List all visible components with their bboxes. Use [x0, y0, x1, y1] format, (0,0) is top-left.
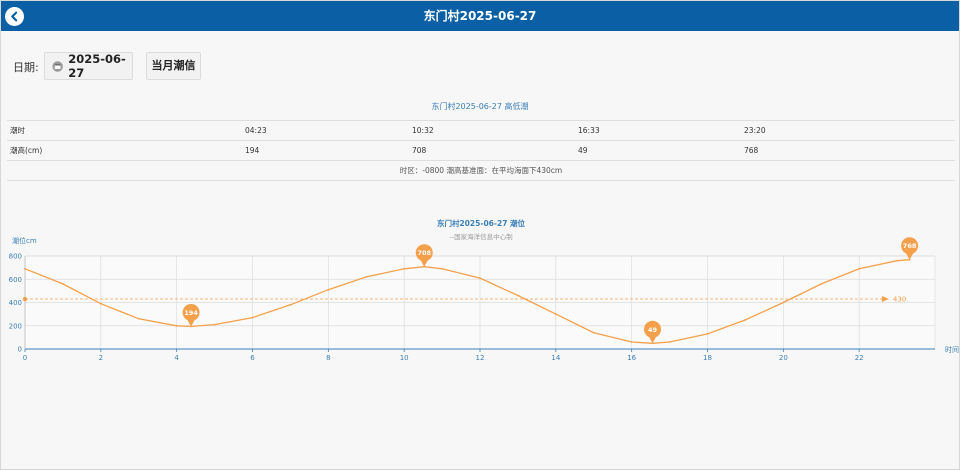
x-axis-label: 时间 — [945, 345, 959, 354]
data-point — [592, 331, 595, 334]
date-picker-button[interactable]: 2025-06-27 — [44, 52, 133, 80]
marker-label: 49 — [648, 326, 658, 334]
chart-series: 430 — [22, 258, 911, 345]
data-point — [706, 332, 709, 335]
marker-pin — [901, 237, 919, 255]
table-cell: 49 — [575, 140, 741, 161]
data-point — [896, 259, 898, 262]
x-tick-label: 2 — [99, 354, 103, 361]
month-tide-button[interactable]: 当月潮信 — [146, 52, 201, 80]
app-header: 东门村2025-06-27 — [1, 1, 959, 31]
data-point — [213, 323, 216, 326]
x-tick-label: 18 — [703, 354, 712, 361]
data-point — [479, 277, 481, 279]
data-point — [441, 267, 443, 270]
data-point — [423, 265, 426, 268]
y-tick-label: 800 — [9, 253, 22, 261]
data-point — [554, 313, 557, 316]
data-point — [517, 294, 519, 297]
x-tick-label: 12 — [476, 354, 485, 361]
data-point — [651, 342, 654, 345]
y-axis-label: 潮位cm — [12, 236, 37, 245]
toolbar: 日期: 2025-06-27 当月潮信 — [1, 49, 959, 83]
chart-markers: 194 708 49 768 — [182, 237, 919, 344]
x-tick-label: 16 — [627, 354, 636, 361]
y-tick-label: 200 — [9, 322, 22, 330]
data-point — [99, 302, 102, 305]
table-row: 潮时 04:23 10:32 16:33 23:20 — [7, 120, 955, 141]
x-tick-label: 0 — [23, 354, 27, 361]
y-tick-label: 0 — [18, 346, 22, 354]
marker-label: 708 — [417, 249, 431, 257]
table-row: 潮高(cm) 194 708 49 768 — [7, 140, 955, 161]
data-point — [858, 267, 861, 270]
tide-curve — [24, 259, 910, 344]
x-tick-label: 10 — [400, 354, 409, 361]
data-point — [365, 276, 368, 278]
data-point — [62, 283, 64, 285]
data-point — [820, 283, 823, 285]
table-cell: 16:33 — [575, 120, 741, 141]
table-cell: 10:32 — [409, 120, 575, 141]
table-cell: 768 — [741, 140, 955, 161]
x-tick-label: 20 — [779, 354, 788, 361]
page-title: 东门村2025-06-27 — [423, 9, 537, 23]
marker-label: 768 — [903, 242, 917, 250]
x-tick-label: 6 — [250, 354, 255, 361]
data-point — [630, 341, 633, 343]
y-tick-label: 400 — [9, 299, 22, 307]
table-cell: 23:20 — [741, 120, 955, 141]
timezone-note: 时区：-0800 潮高基准面：在平均海面下430cm — [7, 160, 955, 181]
marker-label: 194 — [184, 309, 198, 317]
chart-grid: 0 200 400 600 800 0 2 4 6 8 10 12 14 16 18 20 22 — [9, 253, 936, 361]
chart-title: 东门村2025-06-27 潮位 — [437, 218, 526, 228]
data-point — [175, 324, 178, 327]
row-label-height: 潮高(cm) — [7, 140, 242, 161]
tide-chart-svg: 东门村2025-06-27 潮位 --国家海洋信息中心制 潮位cm 时间 020… — [9, 218, 959, 361]
back-button[interactable] — [5, 7, 24, 26]
mean-level-start-point — [22, 296, 28, 302]
x-tick-label: 14 — [551, 354, 560, 361]
date-label: 日期: — [13, 61, 39, 74]
marker-pin — [644, 320, 662, 338]
table-title: 东门村2025-06-27 高低潮 — [431, 102, 529, 111]
marker-pin — [415, 244, 433, 262]
chart-subtitle: --国家海洋信息中心制 — [449, 232, 513, 241]
mean-level-arrow — [881, 296, 889, 303]
chevron-left-icon — [11, 11, 18, 22]
data-point — [24, 267, 26, 270]
x-tick-label: 8 — [326, 354, 330, 361]
table-cell: 04:23 — [242, 120, 409, 141]
tide-table: 潮时 04:23 10:32 16:33 23:20 潮高(cm) 194 70… — [7, 120, 955, 181]
data-point — [289, 303, 292, 306]
table-cell: 194 — [242, 140, 409, 161]
mean-level-label: 430 — [893, 296, 906, 304]
x-tick-label: 4 — [174, 354, 179, 361]
date-value: 2025-06-27 — [68, 52, 126, 80]
tide-chart: 东门村2025-06-27 潮位 --国家海洋信息中心制 潮位cm 时间 0 20… — [1, 211, 959, 361]
data-point — [137, 317, 140, 320]
data-point — [782, 301, 785, 304]
table-row: 时区：-0800 潮高基准面：在平均海面下430cm — [7, 160, 955, 181]
data-point — [744, 319, 747, 321]
data-point — [327, 288, 330, 291]
x-tick-label: 22 — [855, 354, 864, 361]
calendar-icon — [52, 60, 63, 72]
data-point — [190, 325, 192, 328]
data-point — [668, 341, 671, 343]
data-point — [251, 316, 254, 319]
y-tick-label: 600 — [9, 276, 22, 284]
data-point — [403, 267, 406, 270]
marker-pin — [182, 303, 200, 321]
row-label-time: 潮时 — [7, 120, 242, 141]
table-cell: 708 — [409, 140, 575, 161]
